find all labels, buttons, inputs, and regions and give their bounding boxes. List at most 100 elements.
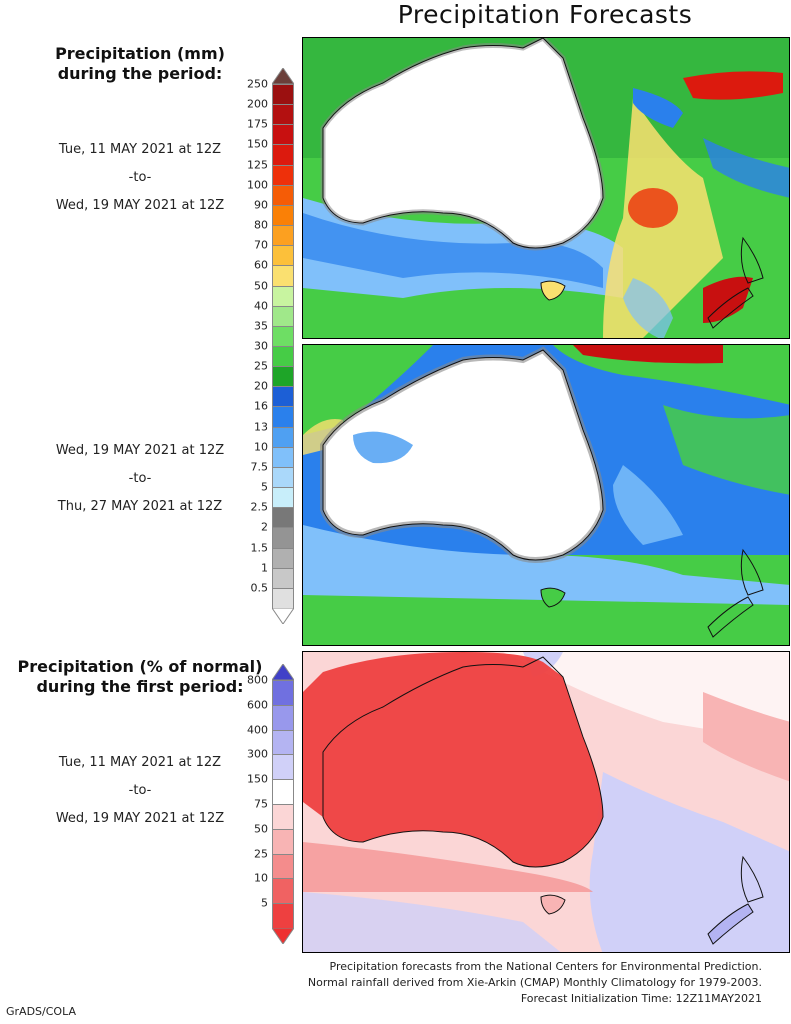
percent-bottom-arrow [272,928,294,944]
percent-tick-label: 400 [247,723,268,737]
amount-swatch [272,507,294,529]
amount-swatch [272,386,294,408]
percent-swatch [272,704,294,731]
amount-tick-label: 1.5 [250,541,269,555]
amount-bottom-arrow [272,608,294,624]
amount-tick-label: 25 [254,359,268,373]
period3-start: Tue, 11 MAY 2021 at 12Z [58,755,222,770]
period2-sep: -to- [128,471,152,486]
period2-label: Wed, 19 MAY 2021 at 12Z -to- Thu, 27 MAY… [30,437,250,521]
percent-legend-heading: Precipitation (% of normal) during the f… [10,657,270,697]
percent-tick-label: 10 [254,871,268,885]
amount-legend-heading: Precipitation (mm) during the period: [30,44,250,84]
amount-tick-label: 7.5 [250,460,269,474]
percent-legend-heading-line2: during the first period: [36,677,244,696]
amount-swatch [272,285,294,307]
percent-swatch [272,754,294,781]
percent-tick-label: 5 [261,896,268,910]
amount-swatch [272,325,294,347]
amount-tick-label: 250 [247,77,268,91]
period2-end: Thu, 27 MAY 2021 at 12Z [57,499,223,514]
footer-line2: Normal rainfall derived from Xie-Arkin (… [307,976,762,989]
amount-swatch [272,84,294,106]
amount-tick-labels: 250 200 175 150 125 100 90 80 70 60 50 40 35 30 25 20 16… [212,68,268,624]
percent-tick-label: 25 [254,847,268,861]
amount-swatch [272,346,294,368]
period3-sep: -to- [128,783,152,798]
amount-swatch [272,466,294,489]
percent-swatch [272,878,294,905]
amount-swatch [272,124,294,146]
amount-swatch [272,305,294,327]
period1-sep: -to- [128,170,152,185]
percent-tick-labels: 800 600 400 300 150 75 50 25 10 5 [212,664,268,944]
amount-tick-label: 2.5 [250,500,269,514]
forecast-map-period2 [302,344,790,646]
amount-top-arrow [272,68,294,84]
amount-tick-label: 16 [254,399,268,413]
amount-tick-label: 80 [254,218,268,232]
percent-normal-map [302,651,790,953]
percent-tick-label: 75 [254,797,268,811]
amount-tick-label: 1 [261,561,268,575]
amount-swatch [272,104,294,126]
amount-swatch [272,225,294,247]
amount-swatch [272,487,294,509]
percent-tick-label: 50 [254,822,268,836]
amount-tick-label: 70 [254,238,268,252]
amount-tick-label: 100 [247,178,268,192]
amount-tick-label: 40 [254,299,268,313]
percent-swatch [272,804,294,830]
percent-swatch [272,729,294,756]
percent-tick-label: 300 [247,747,268,761]
amount-tick-label: 90 [254,198,268,212]
amount-tick-label: 150 [247,137,268,151]
amount-swatch [272,547,294,569]
amount-swatch [272,184,294,206]
percent-legend-heading-line1: Precipitation (% of normal) [17,657,263,676]
amount-tick-label: 13 [254,420,268,434]
amount-tick-label: 60 [254,258,268,272]
forecast-map-period1 [302,37,790,339]
amount-tick-label: 35 [254,319,268,333]
amount-tick-label: 2 [261,520,268,534]
percent-top-arrow [272,664,294,680]
percent-swatch [272,828,294,855]
credit-label: GrADS/COLA [6,1005,76,1018]
amount-tick-label: 200 [247,97,268,111]
amount-swatch [272,406,294,428]
amount-legend-heading-line1: Precipitation (mm) [55,44,225,63]
footer-line1: Precipitation forecasts from the Nationa… [329,960,763,973]
amount-swatch [272,144,294,166]
amount-tick-label: 0.5 [250,581,269,595]
period2-start: Wed, 19 MAY 2021 at 12Z [55,443,225,458]
footer-line3: Forecast Initialization Time: 12Z11MAY20… [520,992,762,1005]
amount-swatch [272,164,294,186]
footer-notes: Precipitation forecasts from the Nationa… [240,959,762,1007]
percent-tick-label: 150 [247,772,268,786]
amount-tick-label: 5 [261,480,268,494]
amount-tick-label: 10 [254,440,268,454]
amount-swatch [272,245,294,267]
amount-swatch [272,587,294,609]
period1-label: Tue, 11 MAY 2021 at 12Z -to- Wed, 19 MAY… [30,136,250,220]
amount-swatch [272,265,294,287]
amount-tick-label: 125 [247,158,268,172]
percent-swatch [272,903,294,929]
period3-end: Wed, 19 MAY 2021 at 12Z [55,811,225,826]
percent-tick-label: 600 [247,698,268,712]
amount-swatch [272,366,294,388]
period3-label: Tue, 11 MAY 2021 at 12Z -to- Wed, 19 MAY… [30,749,250,833]
amount-tick-label: 50 [254,279,268,293]
amount-swatch [272,527,294,549]
amount-swatch [272,446,294,468]
amount-tick-label: 20 [254,379,268,393]
period1-start: Tue, 11 MAY 2021 at 12Z [58,142,222,157]
amount-tick-label: 30 [254,339,268,353]
period1-end: Wed, 19 MAY 2021 at 12Z [55,198,225,213]
percent-swatch [272,680,294,706]
page-title: Precipitation Forecasts [397,0,693,29]
percent-swatch [272,853,294,880]
percent-colorbar [272,664,296,944]
amount-swatch [272,567,294,589]
